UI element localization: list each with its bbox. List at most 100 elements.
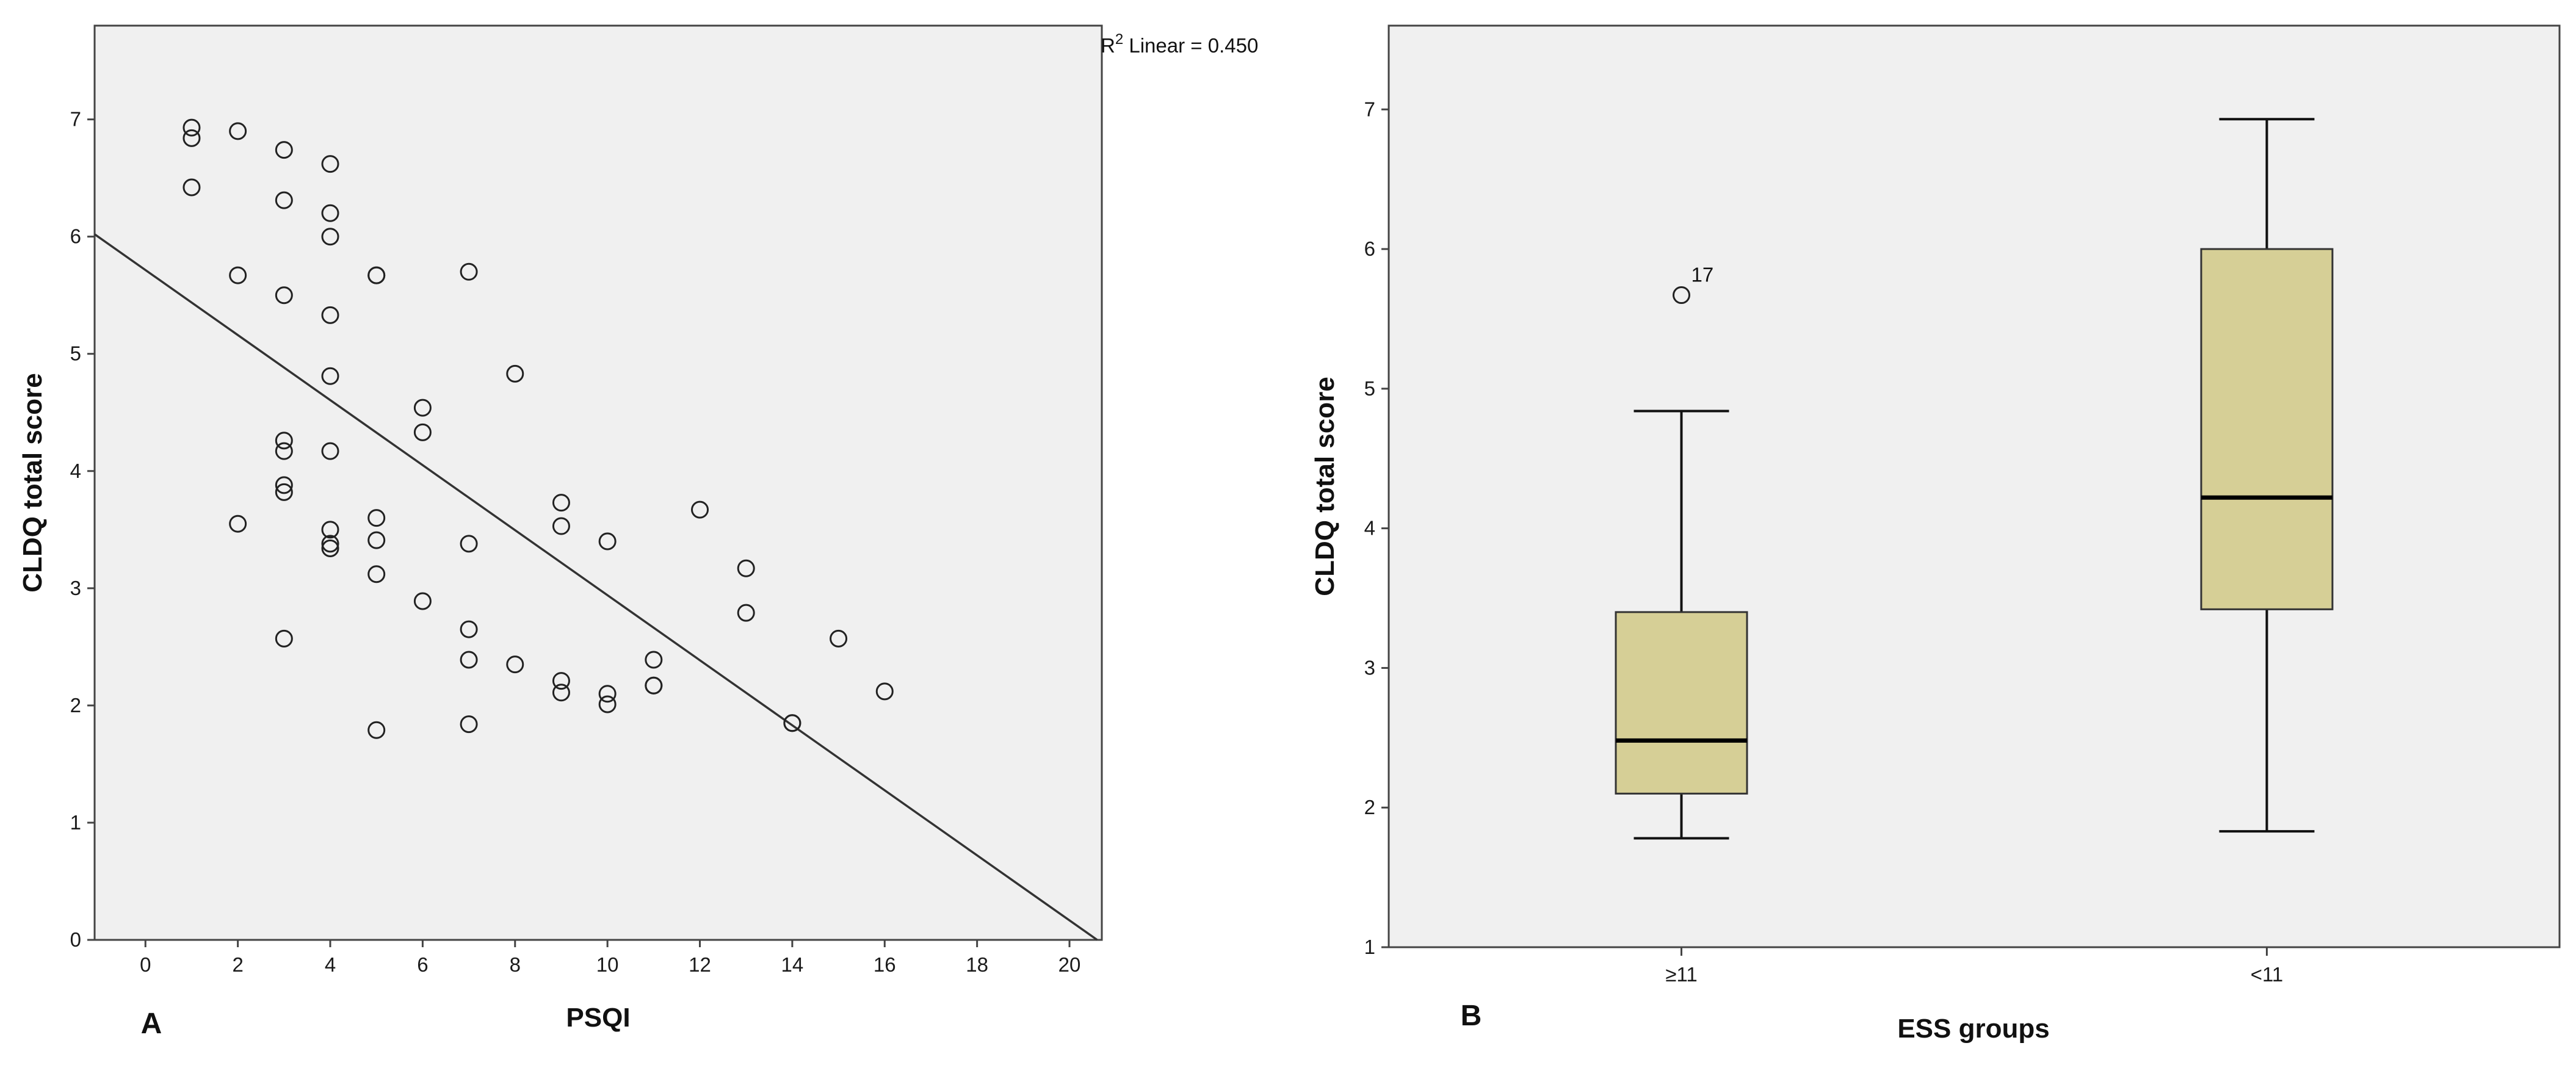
scatter-point <box>321 228 339 246</box>
scatter-point <box>875 682 894 701</box>
scatter-point <box>321 535 339 553</box>
y-tick-label: 3 <box>70 577 81 599</box>
x-tick-label: ≥11 <box>1665 963 1697 986</box>
scatter-point <box>321 155 339 173</box>
scatter-point <box>737 604 755 622</box>
x-tick-label: 10 <box>596 953 619 976</box>
scatter-point <box>783 714 801 732</box>
r2-annotation: R2 Linear = 0.450 <box>1101 31 1258 57</box>
x-tick-label: <11 <box>2251 963 2284 986</box>
y-tick-label: 0 <box>70 928 81 951</box>
x-tick-label: 18 <box>966 953 988 976</box>
scatter-point <box>229 266 247 284</box>
panel-a-points <box>183 118 894 739</box>
panel-b-y-axis-title: CLDQ total score <box>1310 377 1340 596</box>
scatter-point <box>691 500 709 519</box>
box-group: 17 <box>1615 264 1748 840</box>
scatter-point <box>367 721 386 739</box>
scatter-point <box>321 442 339 460</box>
scatter-point <box>645 651 663 669</box>
panel-a-x-axis-title: PSQI <box>566 1003 630 1033</box>
panel-a-x-ticks: 0 2 4 6 8 10 12 14 16 18 20 <box>140 940 1080 976</box>
y-tick-label: 6 <box>70 225 81 248</box>
scatter-point <box>367 565 386 583</box>
scatter-point <box>367 531 386 549</box>
y-tick-label: 1 <box>1364 936 1375 958</box>
scatter-point <box>183 118 201 137</box>
y-tick-label: 6 <box>1364 237 1375 260</box>
scatter-point <box>413 423 432 441</box>
scatter-point <box>460 535 478 553</box>
scatter-point <box>275 191 293 209</box>
y-tick-label: 2 <box>1364 796 1375 818</box>
box-group <box>2200 118 2334 833</box>
panel-b-plot-area <box>1387 24 2561 948</box>
scatter-point <box>460 620 478 638</box>
y-tick-label: 5 <box>1364 377 1375 400</box>
iqr-box <box>1615 611 1748 795</box>
scatter-point <box>598 685 617 703</box>
scatter-point <box>321 521 339 539</box>
scatter-point <box>367 509 386 527</box>
scatter-point <box>321 540 339 558</box>
scatter-point <box>275 483 293 501</box>
x-tick-label: 2 <box>232 953 243 976</box>
scatter-point <box>321 204 339 222</box>
x-tick-label: 14 <box>781 953 804 976</box>
panel-a-plot-area <box>93 24 1103 941</box>
iqr-box <box>2200 248 2334 610</box>
scatter-point <box>275 476 293 494</box>
scatter-point <box>413 399 432 417</box>
y-tick-label: 7 <box>1364 98 1375 120</box>
panel-b-boxes: 17 <box>1615 118 2334 840</box>
y-tick-label: 7 <box>70 108 81 131</box>
scatter-point <box>506 364 524 383</box>
y-tick-label: 5 <box>70 342 81 365</box>
scatter-point <box>552 672 570 690</box>
panel-b-boxplot: 1 2 3 4 5 6 7 ≥11 <11 17 CLDQ total score ESS g… <box>1310 24 2561 1044</box>
x-tick-label: 20 <box>1058 953 1081 976</box>
panel-a-label: A <box>141 1008 162 1040</box>
panel-a-fit-line <box>93 233 1098 941</box>
panel-b-x-axis-title: ESS groups <box>1897 1014 2049 1044</box>
y-tick-label: 4 <box>1364 517 1375 540</box>
scatter-point <box>183 129 201 147</box>
x-tick-label: 4 <box>325 953 336 976</box>
x-tick-label: 16 <box>874 953 896 976</box>
scatter-point <box>183 178 201 197</box>
scatter-point <box>506 655 524 674</box>
scatter-point <box>460 715 478 734</box>
x-tick-label: 12 <box>689 953 711 976</box>
y-tick-label: 3 <box>1364 656 1375 679</box>
scatter-point <box>275 286 293 305</box>
x-tick-label: 8 <box>510 953 521 976</box>
scatter-point <box>598 695 617 713</box>
scatter-point <box>275 431 293 450</box>
outlier-label: 17 <box>1691 264 1714 286</box>
scatter-point <box>229 514 247 533</box>
scatter-point <box>645 676 663 695</box>
scatter-point <box>413 592 432 610</box>
panel-a-y-axis-title: CLDQ total score <box>18 373 48 592</box>
scatter-point <box>275 141 293 159</box>
y-tick-label: 2 <box>70 694 81 717</box>
scatter-point <box>275 442 293 460</box>
scatter-point <box>830 629 848 648</box>
scatter-point <box>552 684 570 702</box>
scatter-point <box>552 494 570 512</box>
y-tick-label: 4 <box>70 460 81 482</box>
panel-b-label: B <box>1461 1000 1482 1032</box>
scatter-point <box>552 517 570 535</box>
scatter-point <box>275 629 293 648</box>
scatter-point <box>321 367 339 385</box>
scatter-point <box>460 651 478 669</box>
x-tick-label: 0 <box>140 953 151 976</box>
y-tick-label: 1 <box>70 811 81 834</box>
panel-a-y-ticks: 0 1 2 3 4 5 6 7 <box>70 108 95 951</box>
panel-b-y-ticks: 1 2 3 4 5 6 7 <box>1364 98 1389 958</box>
scatter-point <box>321 306 339 324</box>
scatter-point <box>367 266 386 284</box>
scatter-point <box>737 559 755 577</box>
